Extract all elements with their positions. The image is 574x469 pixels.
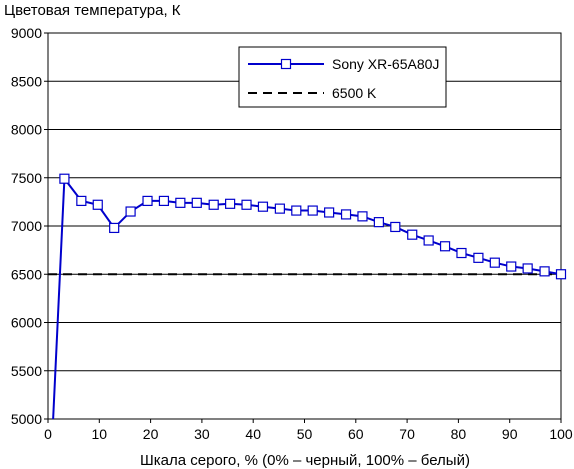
legend-label-sony: Sony XR-65A80J [332, 56, 439, 72]
y-tick-label-2: 6000 [11, 315, 42, 331]
x-tick-label-10: 100 [549, 426, 573, 442]
data-point-sony-15 [291, 205, 302, 216]
data-point-sony-9 [191, 197, 202, 208]
x-tick-label-5: 50 [297, 426, 313, 442]
y-tick-label-8: 9000 [11, 25, 42, 41]
data-point-sony-6 [142, 195, 153, 207]
data-point-sony-10 [208, 199, 219, 210]
legend-label-6500: 6500 K [332, 85, 377, 101]
data-point-sony-29 [522, 263, 533, 274]
data-point-sony-13 [257, 201, 269, 212]
data-point-sony-23 [423, 235, 434, 246]
x-axis-title: Шкала серого, % (0% – черный, 100% – бел… [140, 452, 470, 469]
x-tick-label-0: 0 [44, 426, 52, 442]
data-point-sony-24 [439, 241, 451, 252]
y-tick-label-0: 5000 [11, 411, 42, 427]
legend-box [238, 46, 447, 108]
data-point-sony-12 [241, 199, 252, 210]
y-tick-label-5: 7500 [11, 170, 42, 186]
series-layer [48, 173, 567, 420]
x-tick-label-4: 40 [245, 426, 261, 442]
legend: Sony XR-65A80J 6500 K [238, 46, 447, 108]
x-tick-label-9: 90 [502, 426, 518, 442]
data-point-sony-3 [92, 199, 103, 210]
x-tick-label-3: 30 [194, 426, 210, 442]
data-point-sony-8 [175, 197, 186, 208]
y-axis-ticks: 5000 5500 6000 6500 7000 7500 8000 8500 9000 [11, 25, 48, 427]
x-tick-label-6: 60 [348, 426, 364, 442]
data-point-sony-31 [555, 269, 567, 280]
data-point-sony-7 [158, 195, 170, 207]
data-point-sony-18 [340, 209, 352, 220]
legend-marker-sony [280, 58, 292, 70]
data-point-sony-17 [324, 207, 335, 218]
y-tick-label-7: 8500 [11, 73, 42, 89]
data-point-sony-28 [506, 261, 517, 272]
x-tick-label-2: 20 [143, 426, 159, 442]
x-tick-label-7: 70 [399, 426, 415, 442]
y-tick-label-1: 5500 [11, 363, 42, 379]
y-axis-title: Цветовая температура, К [4, 2, 181, 19]
data-point-sony-11 [225, 198, 236, 209]
data-point-sony-1 [59, 173, 70, 184]
data-point-sony-16 [307, 205, 318, 216]
data-point-sony-25 [456, 247, 467, 259]
data-point-sony-19 [357, 211, 368, 222]
data-point-sony-20 [373, 217, 384, 228]
data-point-sony-22 [407, 229, 418, 240]
x-axis-ticks: 0 10 20 30 40 50 60 70 80 90 100 [44, 419, 573, 442]
data-point-sony-21 [390, 221, 401, 233]
x-tick-label-8: 80 [451, 426, 467, 442]
data-point-sony-2 [76, 195, 87, 207]
y-tick-label-3: 6500 [11, 266, 42, 282]
data-point-sony-26 [473, 252, 484, 263]
data-point-sony-30 [539, 266, 550, 277]
data-point-sony-27 [489, 257, 500, 268]
data-point-sony-4 [109, 222, 120, 234]
data-point-sony-14 [274, 203, 285, 214]
x-tick-label-1: 10 [92, 426, 108, 442]
data-point-sony-5 [125, 206, 136, 217]
y-tick-label-4: 7000 [11, 218, 42, 234]
y-tick-label-6: 8000 [11, 122, 42, 138]
